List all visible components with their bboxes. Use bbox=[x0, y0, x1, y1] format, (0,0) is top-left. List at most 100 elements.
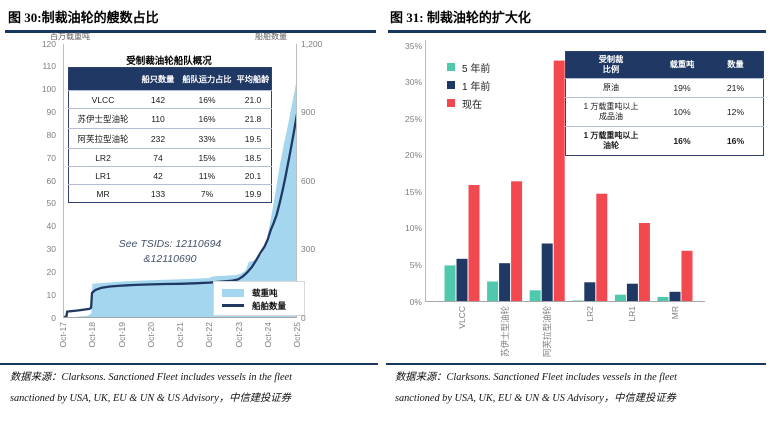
table-cell: 苏伊士型油轮 bbox=[68, 108, 137, 129]
y-axis-tick: 15% bbox=[404, 186, 422, 197]
legend-swatch bbox=[447, 81, 455, 89]
table-header-cell: 平均船龄 bbox=[235, 67, 272, 91]
table-cell: 74 bbox=[137, 148, 179, 167]
y-left-tick: 20 bbox=[46, 266, 56, 277]
legend-label: 5 年前 bbox=[462, 63, 491, 75]
x-axis-label: Oct-22 bbox=[204, 322, 215, 348]
figure-31-source: 数据来源：Clarksons. Sanctioned Fleet include… bbox=[395, 367, 765, 409]
legend-label: 现在 bbox=[462, 99, 482, 111]
y-right-tick: 1,200 bbox=[301, 38, 323, 49]
bar-1 年前-苏伊士型油轮 bbox=[499, 263, 511, 302]
table-cell: 阿芙拉型油轮 bbox=[68, 128, 137, 149]
legend-label-ship-count: 船舶数量 bbox=[252, 300, 287, 311]
figure-31-title: 图 31: 制裁油轮的扩大化 bbox=[390, 10, 531, 25]
figure-31-title-rule bbox=[388, 30, 766, 33]
y-left-tick: 100 bbox=[41, 84, 56, 95]
x-axis-label: Oct-17 bbox=[58, 322, 68, 348]
y-right-tick: 300 bbox=[301, 244, 316, 254]
y-left-tick: 30 bbox=[46, 244, 56, 254]
tsid-annotation-line2: &12110690 bbox=[143, 253, 197, 265]
figure-30-title: 图 30:制裁油轮的艘数占比 bbox=[8, 10, 159, 25]
legend: 载重吨 船舶数量 bbox=[213, 281, 305, 316]
y-left-tick: 110 bbox=[42, 61, 56, 72]
x-axis-label: VLCC bbox=[457, 306, 467, 329]
table-cell: 1 万载重吨以上 油轮 bbox=[565, 126, 656, 156]
y-axis-tick: 5% bbox=[409, 259, 422, 270]
x-axis-label: Oct-21 bbox=[175, 322, 185, 348]
legend-label: 1 年前 bbox=[462, 81, 491, 93]
x-axis-label: Oct-23 bbox=[233, 322, 244, 348]
bar-5 年前-阿芙拉型油轮 bbox=[529, 290, 541, 302]
legend-item: 5 年前 bbox=[447, 58, 490, 76]
y-axis-tick: 20% bbox=[404, 150, 422, 161]
tsid-annotation: See TSIDs: 12110694 &12110690 bbox=[85, 237, 255, 267]
x-axis-label: Oct-25 bbox=[292, 322, 302, 348]
figure-31: 图 31: 制裁油轮的扩大化 5 年前 1 年前现在 受制裁 比例 载重吨 数量 原油 1… bbox=[385, 0, 770, 422]
y-left-tick: 60 bbox=[46, 175, 56, 186]
table-row: MR 133 7% 19.9 bbox=[68, 184, 272, 203]
table-row: LR1 42 11% 20.1 bbox=[68, 166, 272, 185]
legend-item-ship-count: 船舶数量 bbox=[222, 299, 304, 312]
ship-count-line bbox=[63, 113, 297, 318]
table-cell: LR1 bbox=[68, 166, 137, 185]
bar-现在-VLCC bbox=[468, 185, 480, 302]
sanction-ratio-table: 受制裁 比例 载重吨 数量 原油 19% 21% 1 万载重吨以上 成品油 10% 12% 1 万… bbox=[565, 51, 764, 156]
table-cell: 原油 bbox=[565, 78, 656, 98]
right-axis-title: 船舶数量 bbox=[255, 32, 287, 41]
table-cell: 11% bbox=[179, 166, 235, 185]
table-header-cell: 载重吨 bbox=[656, 51, 708, 79]
x-axis-label: Oct-20 bbox=[145, 322, 156, 348]
legend-swatch bbox=[447, 63, 455, 71]
y-axis-tick: 0% bbox=[409, 296, 422, 307]
left-axis-title: 百万载重吨 bbox=[50, 32, 90, 41]
table-cell: LR2 bbox=[68, 148, 137, 167]
figure-30: 图 30:制裁油轮的艘数占比 百万载重吨 船舶数量 受制裁油轮船队概况 船只数量… bbox=[0, 10, 378, 404]
table-row: LR2 74 15% 18.5 bbox=[68, 148, 272, 167]
table-cell: 16% bbox=[708, 126, 764, 156]
table-cell: 16% bbox=[179, 90, 235, 109]
table-cell: 20.1 bbox=[235, 166, 272, 185]
legend-item-dwt: 载重吨 bbox=[222, 286, 304, 299]
y-left-tick: 120 bbox=[41, 38, 56, 49]
table-body: 原油 19% 21% 1 万载重吨以上 成品油 10% 12% 1 万载重吨以上 油轮 16%… bbox=[565, 78, 764, 156]
y-right-tick: 0 bbox=[301, 312, 306, 323]
table-header-cell: 受制裁 比例 bbox=[565, 51, 656, 79]
y-left-tick: 50 bbox=[46, 198, 56, 209]
table-header-cell: 船只数量 bbox=[137, 67, 179, 91]
y-left-tick: 0 bbox=[51, 312, 56, 323]
bar-1 年前-阿芙拉型油轮 bbox=[541, 243, 553, 302]
table-header-cell bbox=[68, 67, 137, 91]
source-line2: sanctioned by USA, UK, EU & UN & US Advi… bbox=[10, 393, 291, 404]
bar-现在-阿芙拉型油轮 bbox=[553, 60, 565, 302]
legend-swatch bbox=[447, 99, 455, 107]
table-cell: 16% bbox=[179, 108, 235, 129]
table-cell: 21.8 bbox=[235, 108, 272, 129]
bar-1 年前-LR1 bbox=[626, 283, 638, 302]
table-body: VLCC 142 16% 21.0 苏伊士型油轮 110 16% 21.8 阿芙拉型油轮 232 3… bbox=[68, 90, 272, 203]
x-axis-label: 苏伊士型油轮 bbox=[499, 306, 510, 358]
table-cell: 21.0 bbox=[235, 90, 272, 109]
y-axis-tick: 30% bbox=[404, 77, 422, 88]
y-axis-tick: 10% bbox=[404, 223, 422, 234]
sanctioned-fleet-table: 船只数量 船队运力占比 平均船龄 VLCC 142 16% 21.0 苏伊士型油轮 110 16%… bbox=[68, 67, 272, 203]
bar-现在-LR2 bbox=[596, 193, 608, 302]
table-cell: MR bbox=[68, 184, 137, 203]
table-cell: 42 bbox=[137, 166, 179, 185]
y-right-tick: 600 bbox=[301, 175, 316, 186]
table-cell: 10% bbox=[656, 97, 708, 127]
table-row: 阿芙拉型油轮 232 33% 19.5 bbox=[68, 128, 272, 149]
table-head: 船只数量 船队运力占比 平均船龄 bbox=[68, 67, 272, 91]
table-cell: 110 bbox=[137, 108, 179, 129]
fleet-table-title: 受制裁油轮船队概况 bbox=[126, 56, 212, 67]
ship-count-line-swatch bbox=[222, 304, 244, 307]
x-axis-label: LR1 bbox=[627, 306, 638, 322]
legend-label-dwt: 载重吨 bbox=[252, 287, 278, 298]
table-cell: 1 万载重吨以上 成品油 bbox=[565, 97, 656, 127]
bar-5 年前-LR1 bbox=[614, 294, 626, 302]
tsid-annotation-line1: See TSIDs: 12110694 bbox=[118, 238, 222, 250]
table-cell: 15% bbox=[179, 148, 235, 167]
table-cell: 19% bbox=[656, 78, 708, 98]
y-left-tick: 70 bbox=[46, 152, 56, 163]
x-axis-label: LR2 bbox=[584, 306, 595, 322]
